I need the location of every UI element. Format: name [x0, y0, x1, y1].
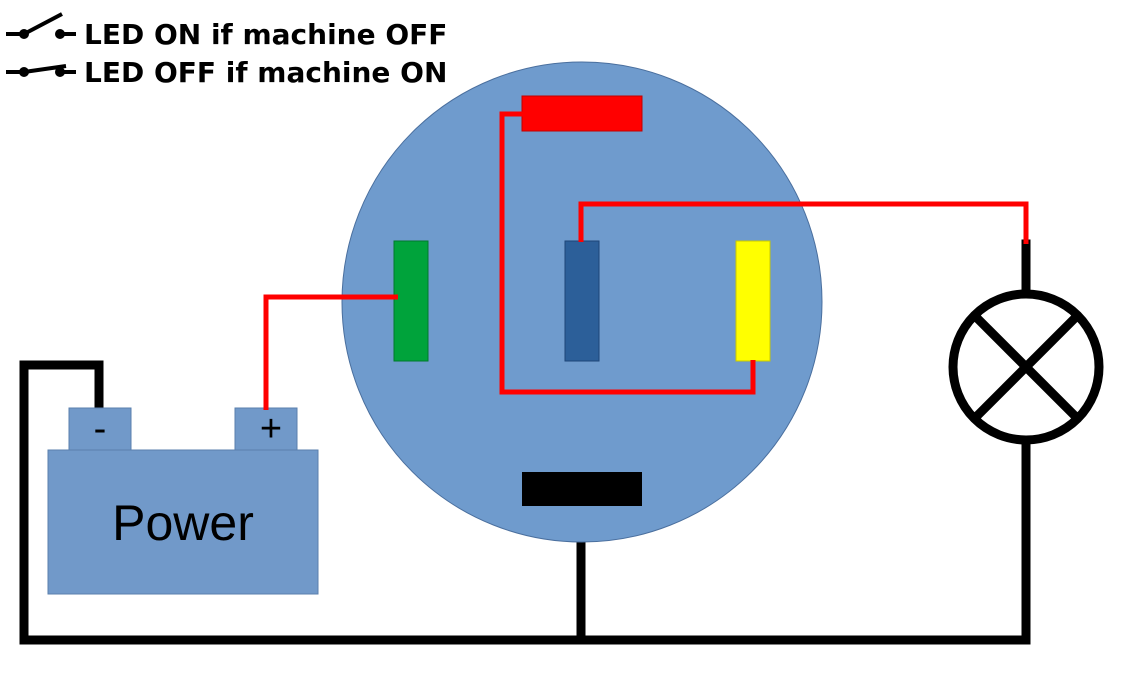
legend-text-closed: LED OFF if machine ON — [84, 56, 447, 89]
battery-label: Power — [112, 495, 254, 551]
battery-positive-sign: + — [260, 408, 282, 450]
ground-wire-battery — [19, 360, 1031, 645]
legend-text-open: LED ON if machine OFF — [84, 18, 447, 51]
legend: LED ON if machine OFF LED OFF if machine… — [6, 12, 447, 89]
pin-top-red — [521, 95, 643, 132]
wire-red-pin-to-yellow-pin — [499, 111, 756, 395]
battery-negative-sign: - — [94, 408, 107, 450]
pin-right-yellow — [735, 240, 771, 362]
battery: - + Power — [47, 407, 319, 595]
lamp-icon — [948, 289, 1104, 445]
battery-positive-terminal — [234, 407, 298, 451]
battery-negative-terminal — [68, 407, 132, 451]
signal-wires — [263, 111, 1029, 410]
switch-pins — [393, 95, 771, 506]
pin-bottom-black — [522, 472, 642, 506]
pin-left-green — [393, 240, 429, 362]
wire-blue-pin-to-lamp — [578, 201, 1029, 244]
wire-battery-to-green-pin — [263, 294, 398, 410]
open-switch-icon — [6, 12, 76, 39]
pin-center-blue — [564, 240, 600, 362]
battery-body — [47, 449, 319, 595]
closed-switch-icon — [6, 64, 76, 77]
